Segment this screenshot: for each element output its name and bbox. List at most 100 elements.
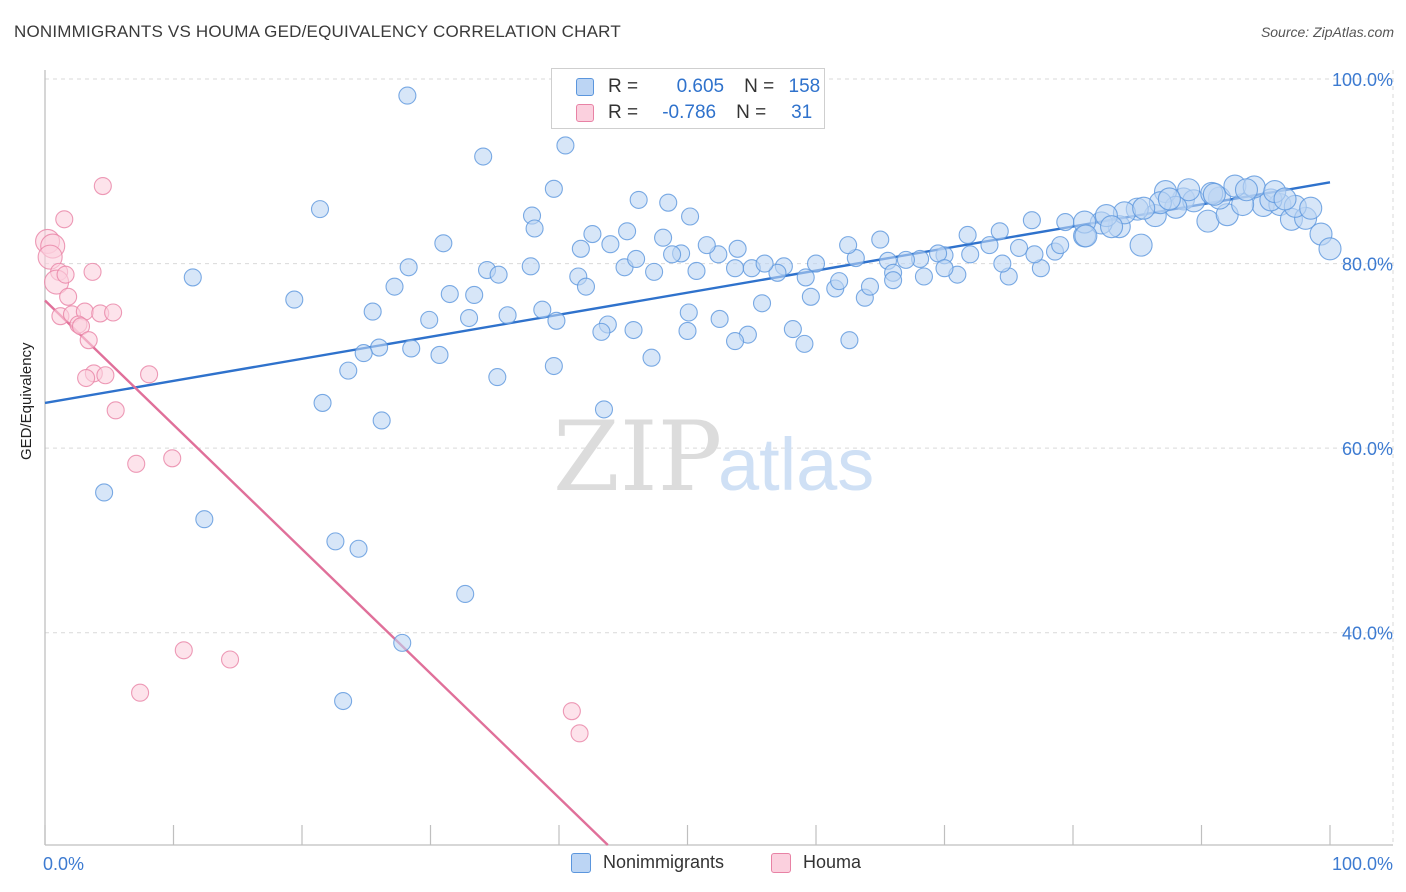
data-point	[1074, 224, 1098, 248]
data-point	[349, 539, 368, 558]
data-point	[914, 267, 933, 286]
data-point	[654, 228, 673, 247]
data-point	[521, 257, 540, 276]
data-point	[174, 641, 193, 660]
data-point	[594, 400, 614, 419]
data-point	[795, 334, 814, 353]
data-point	[583, 224, 602, 244]
data-point	[498, 306, 517, 325]
data-point	[1129, 233, 1153, 257]
data-point	[459, 308, 479, 328]
data-point	[935, 259, 954, 278]
data-point	[533, 300, 552, 319]
y-axis-label: GED/Equivalency	[18, 342, 35, 460]
y-tick-label: 100.0%	[1332, 70, 1393, 90]
data-point	[961, 245, 980, 264]
data-point	[59, 287, 78, 306]
data-point	[127, 454, 146, 473]
data-point	[37, 244, 63, 270]
data-point	[871, 230, 890, 249]
data-point	[106, 401, 125, 420]
data-point	[1132, 196, 1156, 220]
data-point	[860, 277, 880, 296]
data-point	[618, 222, 637, 241]
gridlines	[45, 70, 1394, 845]
data-point	[1157, 187, 1181, 211]
data-point	[629, 190, 648, 209]
legend-row-houma: R = -0.786 N = 31	[576, 101, 812, 125]
data-point	[687, 261, 706, 281]
series-houma	[35, 177, 589, 743]
data-point	[96, 366, 115, 385]
data-point	[339, 361, 358, 380]
data-point	[456, 584, 475, 604]
y-tick-label: 80.0%	[1342, 255, 1393, 275]
data-point	[725, 259, 745, 278]
data-point	[645, 262, 664, 281]
data-point	[840, 331, 859, 350]
data-point	[659, 193, 678, 212]
bottom-legend-swatch-houma	[771, 852, 791, 873]
data-point	[990, 222, 1009, 241]
data-point	[79, 331, 98, 350]
data-point	[562, 702, 581, 721]
data-point	[896, 250, 916, 269]
data-point	[544, 356, 563, 376]
data-point	[571, 239, 590, 258]
trendlines	[44, 181, 1331, 846]
data-point	[697, 236, 716, 255]
data-point	[402, 339, 421, 358]
data-point	[104, 303, 123, 322]
data-point	[285, 290, 304, 309]
data-point	[77, 368, 96, 388]
data-point	[806, 254, 826, 273]
data-point	[55, 210, 74, 229]
data-point	[663, 245, 682, 264]
data-point	[363, 302, 382, 321]
data-point	[220, 650, 240, 669]
data-point	[783, 320, 802, 339]
data-point	[140, 365, 159, 384]
correlation-legend: R = 0.605 N = 158 R = -0.786 N = 31	[551, 68, 825, 129]
legend-n-label: N =	[736, 102, 767, 123]
data-point	[1299, 196, 1323, 220]
data-point	[334, 691, 353, 711]
data-point	[993, 254, 1012, 273]
legend-r-value: -0.786	[662, 102, 717, 123]
trendline-houma	[44, 299, 609, 846]
data-point	[440, 284, 459, 304]
axes	[44, 70, 1393, 846]
data-point	[95, 483, 114, 502]
bottom-legend-nonimmigrants: Nonimmigrants	[571, 852, 724, 873]
data-point	[71, 317, 91, 336]
bottom-legend-label-houma: Houma	[803, 852, 862, 872]
data-point	[547, 311, 566, 330]
legend-n-label: N =	[744, 76, 775, 97]
watermark: ZIP atlas	[553, 401, 874, 513]
data-point	[1100, 215, 1124, 239]
data-point	[1009, 238, 1029, 257]
chart-source: Source: ZipAtlas.com	[1260, 24, 1394, 40]
data-point	[592, 322, 611, 341]
data-point	[1177, 178, 1201, 202]
data-point	[752, 294, 772, 313]
data-point	[326, 532, 345, 551]
legend-n-value: 158	[788, 76, 821, 97]
data-point	[163, 449, 182, 468]
legend-r-value: 0.605	[676, 76, 725, 97]
data-point	[385, 277, 404, 296]
legend-row-nonimmigrants: R = 0.605 N = 158	[576, 75, 820, 99]
data-point	[465, 285, 484, 305]
data-point	[839, 236, 858, 255]
data-point	[801, 287, 820, 306]
watermark-atlas: atlas	[718, 423, 874, 506]
data-point	[310, 200, 330, 219]
data-point	[354, 344, 373, 363]
data-point	[1234, 178, 1259, 202]
data-point	[370, 338, 389, 357]
data-point	[681, 207, 700, 226]
bottom-legend-swatch-nonimmigrants	[571, 852, 591, 873]
data-point	[183, 268, 202, 287]
data-point	[195, 510, 214, 529]
